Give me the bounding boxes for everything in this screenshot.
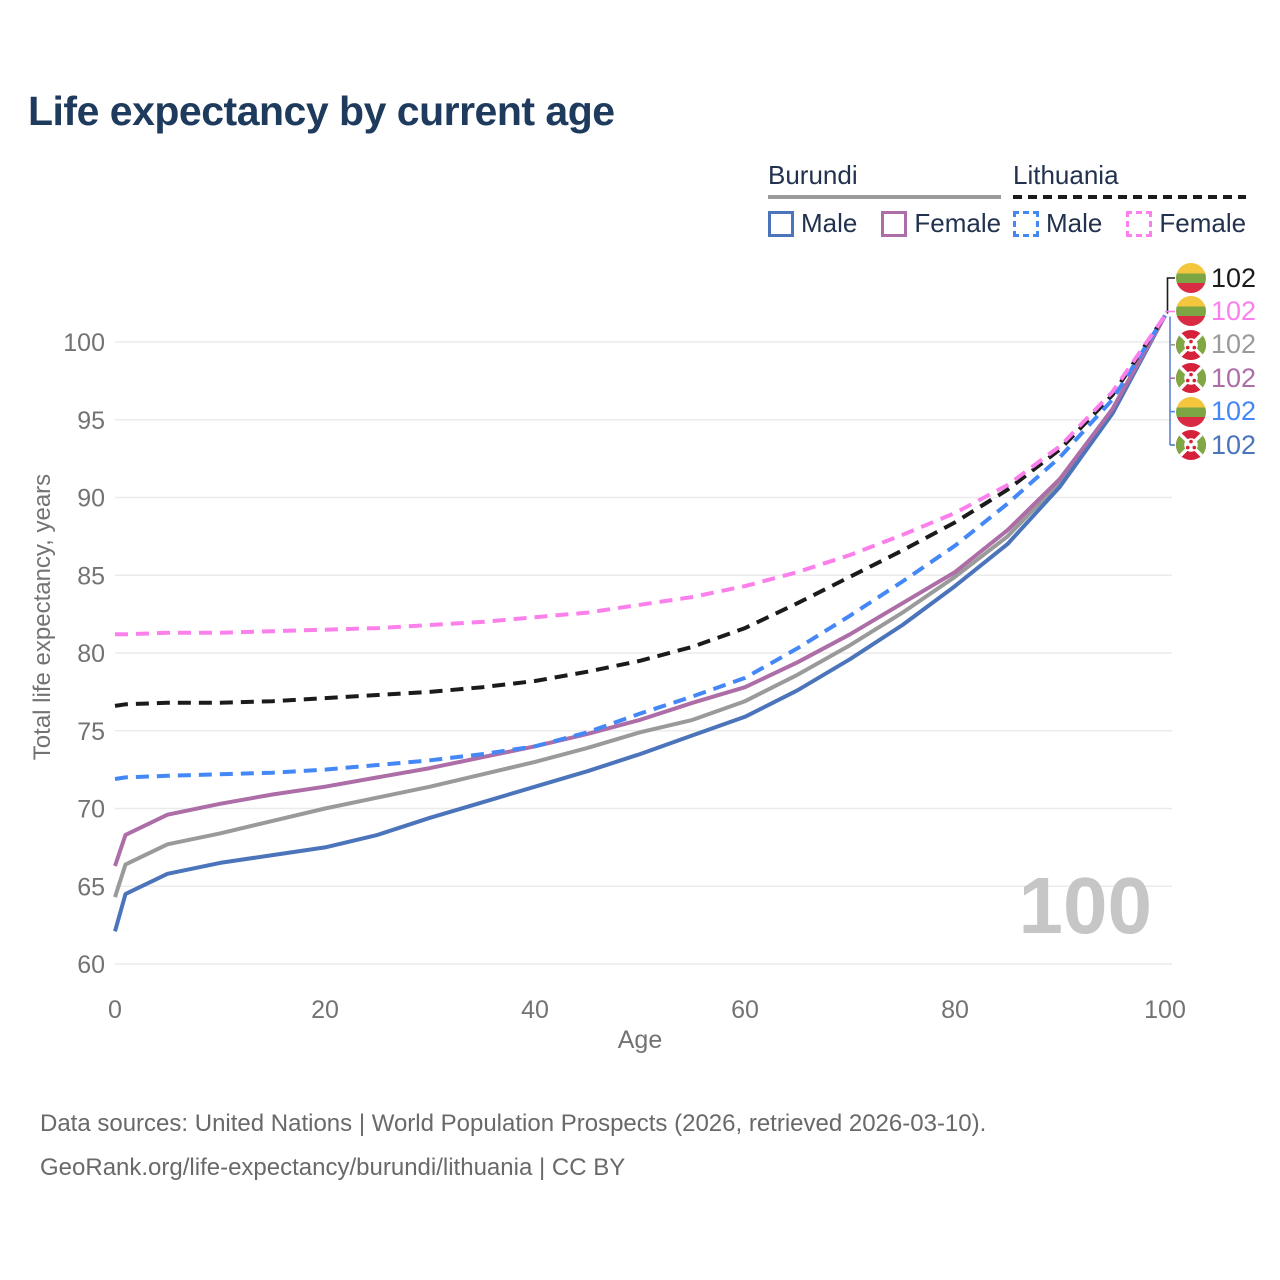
legend-item-label: Male [801,208,858,238]
legend-item-lithuania-female[interactable]: Female [1126,208,1246,239]
end-label-value: 102 [1211,396,1257,427]
x-tick-label: 0 [108,996,122,1024]
x-tick-label: 60 [731,996,759,1024]
legend-item-label: Male [1046,208,1103,238]
y-tick-label: 60 [77,951,105,979]
y-tick-label: 85 [77,562,105,590]
legend-group-burundi: Burundi Male Female [768,160,1002,239]
age-watermark: 100 [1018,861,1152,950]
legend-item-burundi-male[interactable]: Male [768,208,857,239]
lithuania-female-swatch-icon [1126,210,1153,237]
legend-item-lithuania-male[interactable]: Male [1013,208,1102,239]
y-tick-label: 75 [77,718,105,746]
end-label-lithuania-1: 102 [1176,296,1256,327]
end-label-value: 102 [1211,329,1257,360]
legend-group-lithuania: Lithuania Male Female [1013,160,1247,239]
burundi-male-swatch-icon [768,210,794,237]
end-label-value: 102 [1211,362,1257,393]
x-tick-label: 80 [941,996,969,1024]
series-line-burundi_male [113,314,1167,932]
x-axis-title: Age [617,1026,663,1054]
y-tick-label: 90 [77,485,105,513]
lithuania-flag-icon [1176,263,1206,293]
footer-data-sources: Data sources: United Nations | World Pop… [40,1110,987,1137]
gridlines: 60 65 70 75 80 85 90 95 100 0 20 40 60 80 100 [63,329,1186,1024]
burundi-flag-icon [1176,430,1206,460]
end-label-connectors [1164,277,1176,446]
legend-underline-dashed [1013,195,1247,199]
series-line-lithuania_total [114,314,1167,708]
y-tick-label: 70 [77,796,105,824]
footer-url: GeoRank.org/life-expectancy/burundi/lith… [40,1154,626,1182]
y-tick-label: 80 [77,640,105,668]
series-line-burundi_female [113,314,1167,867]
series-line-lithuania_female [115,314,1167,637]
legend-header-burundi[interactable]: Burundi [768,160,858,190]
end-label-lithuania-4: 102 [1176,396,1256,427]
x-tick-label: 100 [1144,996,1186,1024]
end-label-burundi-3: 102 [1176,363,1256,394]
y-tick-label: 95 [77,407,105,435]
legend-item-burundi-female[interactable]: Female [881,208,1001,239]
legend-item-label: Female [914,208,1002,238]
series-line-burundi_total [113,314,1167,898]
page-title: Life expectancy by current age [28,88,615,134]
y-tick-label: 100 [63,329,105,357]
lithuania-male-swatch-icon [1013,210,1039,237]
y-tick-label: 65 [77,873,105,901]
series-line-lithuania_male [114,314,1167,781]
legend-underline-solid [768,195,1002,199]
legend-header-lithuania[interactable]: Lithuania [1013,160,1119,190]
end-label-lithuania-0: 102 [1176,263,1256,294]
burundi-flag-icon [1176,330,1206,360]
end-label-burundi-5: 102 [1176,430,1256,461]
x-tick-label: 40 [521,996,549,1024]
series-lines [113,314,1167,932]
x-tick-label: 20 [311,996,339,1024]
end-label-value: 102 [1211,295,1257,326]
footer: Data sources: United Nations | World Pop… [40,1102,986,1191]
lithuania-flag-icon [1176,397,1206,427]
burundi-female-swatch-icon [881,210,908,237]
end-label-burundi-2: 102 [1176,329,1256,360]
lithuania-flag-icon [1176,296,1206,326]
end-label-value: 102 [1211,262,1257,293]
end-label-value: 102 [1211,429,1257,460]
burundi-flag-icon [1176,363,1206,393]
legend-item-label: Female [1159,208,1247,238]
